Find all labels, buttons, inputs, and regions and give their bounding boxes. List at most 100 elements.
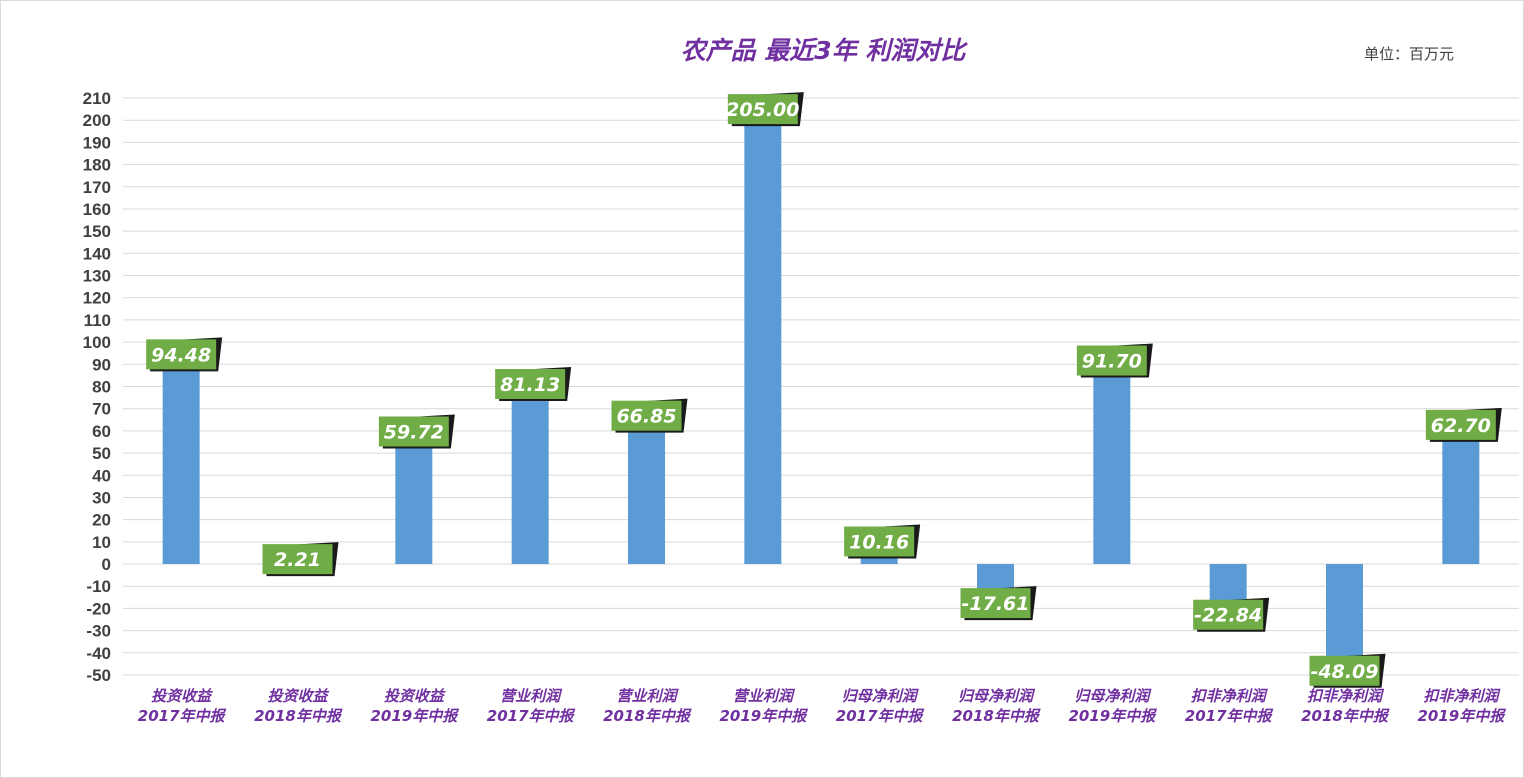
data-label-box bbox=[727, 94, 798, 125]
bar bbox=[162, 354, 200, 565]
y-tick-label: -30 bbox=[86, 622, 111, 641]
x-category-period: 2019年中报 bbox=[1417, 707, 1506, 725]
y-tick-label: 120 bbox=[83, 289, 111, 308]
data-label: -17.61 bbox=[960, 586, 1037, 621]
y-tick-label: 170 bbox=[83, 178, 111, 197]
data-label-text: 81.13 bbox=[500, 374, 560, 396]
x-category-label: 投资收益 bbox=[384, 687, 446, 705]
bar bbox=[511, 383, 549, 565]
x-category-period: 2017年中报 bbox=[487, 707, 576, 725]
y-tick-label: 0 bbox=[102, 555, 111, 574]
x-category-period: 2018年中报 bbox=[952, 707, 1041, 725]
y-tick-label: 210 bbox=[83, 89, 111, 108]
y-tick-label: -10 bbox=[86, 577, 111, 596]
x-category-label: 营业利润 bbox=[733, 687, 796, 705]
data-label-box bbox=[844, 526, 915, 557]
bar bbox=[1326, 564, 1363, 671]
y-tick-label: 90 bbox=[92, 355, 111, 374]
y-tick-label: -20 bbox=[86, 599, 111, 618]
data-label-text: 94.48 bbox=[151, 344, 211, 366]
unit-label: 单位：百万元 bbox=[1364, 45, 1454, 63]
y-tick-label: 180 bbox=[83, 156, 111, 175]
data-label-text: -17.61 bbox=[962, 593, 1030, 615]
y-tick-label: 40 bbox=[92, 466, 111, 485]
x-category-label: 扣非净利润 bbox=[1191, 687, 1269, 705]
x-category-period: 2019年中报 bbox=[370, 707, 459, 725]
y-tick-label: 150 bbox=[83, 222, 111, 241]
data-label-text: 66.85 bbox=[616, 406, 676, 428]
x-category-period: 2017年中报 bbox=[1185, 707, 1274, 725]
x-category-label: 扣非净利润 bbox=[1423, 687, 1501, 705]
x-category-period: 2019年中报 bbox=[719, 707, 808, 725]
x-category-period: 2017年中报 bbox=[138, 707, 227, 725]
y-tick-label: 130 bbox=[83, 267, 111, 286]
data-label: 62.70 bbox=[1425, 407, 1502, 442]
x-category-period: 2019年中报 bbox=[1068, 707, 1157, 725]
data-label-box bbox=[1193, 599, 1264, 630]
y-tick-label: 140 bbox=[83, 244, 111, 263]
data-label-box bbox=[262, 544, 333, 575]
x-category-label: 投资收益 bbox=[267, 687, 329, 705]
x-category-label: 扣非净利润 bbox=[1307, 687, 1385, 705]
y-tick-label: 100 bbox=[83, 333, 111, 352]
data-label-text: 59.72 bbox=[384, 422, 444, 444]
x-axis-categories: 投资收益2017年中报投资收益2018年中报投资收益2019年中报营业利润201… bbox=[138, 687, 1506, 725]
bar bbox=[1093, 360, 1131, 565]
data-label-box bbox=[1309, 655, 1380, 686]
data-label-text: -22.84 bbox=[1194, 605, 1262, 627]
chart-title: 农产品 最近3年 利润对比 bbox=[681, 36, 969, 65]
data-label-box bbox=[611, 400, 682, 431]
data-label-text: 205.00 bbox=[726, 99, 799, 121]
data-label: 205.00 bbox=[726, 92, 804, 127]
data-label-box bbox=[1076, 345, 1147, 376]
y-tick-label: 50 bbox=[92, 444, 111, 463]
data-label: 91.70 bbox=[1076, 343, 1153, 378]
data-label-box bbox=[1425, 409, 1496, 440]
data-label-box bbox=[960, 588, 1031, 619]
y-axis-ticks: -50 -40 -30 -20 -10 0 10 20 30 40 50 60 70 80 90 100 110… bbox=[83, 89, 111, 685]
data-label: -22.84 bbox=[1193, 597, 1270, 632]
bar bbox=[744, 109, 782, 565]
y-tick-label: 110 bbox=[84, 311, 111, 330]
y-tick-label: -50 bbox=[86, 666, 111, 685]
y-tick-label: -40 bbox=[86, 644, 111, 663]
x-category-label: 归母净利润 bbox=[958, 687, 1036, 705]
x-category-period: 2018年中报 bbox=[254, 707, 343, 725]
x-category-label: 投资收益 bbox=[151, 687, 213, 705]
data-label: 66.85 bbox=[611, 398, 688, 433]
data-label-box bbox=[378, 416, 449, 447]
x-category-label: 归母净利润 bbox=[1074, 687, 1152, 705]
data-label: -48.09 bbox=[1309, 653, 1386, 688]
y-tick-label: 160 bbox=[83, 200, 111, 219]
x-category-label: 营业利润 bbox=[616, 687, 679, 705]
data-label: 59.72 bbox=[378, 414, 455, 449]
x-category-period: 2018年中报 bbox=[1301, 707, 1390, 725]
data-label: 81.13 bbox=[495, 366, 572, 401]
y-tick-label: 10 bbox=[92, 533, 111, 552]
data-label-text: -48.09 bbox=[1311, 661, 1379, 683]
data-label: 10.16 bbox=[844, 524, 921, 559]
x-category-label: 营业利润 bbox=[500, 687, 563, 705]
y-tick-label: 80 bbox=[92, 378, 111, 397]
x-category-period: 2018年中报 bbox=[603, 707, 692, 725]
data-label-box bbox=[495, 368, 566, 399]
bar bbox=[628, 415, 665, 565]
data-label-text: 91.70 bbox=[1082, 351, 1142, 373]
data-label: 2.21 bbox=[262, 542, 339, 577]
data-label-box bbox=[146, 339, 217, 370]
x-category-period: 2017年中报 bbox=[836, 707, 925, 725]
bar bbox=[395, 431, 433, 565]
y-tick-label: 30 bbox=[92, 488, 111, 507]
data-labels: 94.48 2.21 59.72 81.13 66.85 205.00 10.16 -17.6… bbox=[146, 92, 1502, 688]
y-tick-label: 190 bbox=[83, 133, 111, 152]
bar bbox=[1442, 424, 1480, 565]
data-label-text: 2.21 bbox=[274, 549, 321, 571]
data-label: 94.48 bbox=[146, 337, 223, 372]
data-label-text: 10.16 bbox=[849, 531, 909, 553]
y-tick-label: 200 bbox=[83, 111, 111, 130]
y-tick-label: 70 bbox=[92, 400, 111, 419]
x-category-label: 归母净利润 bbox=[842, 687, 920, 705]
y-tick-label: 20 bbox=[92, 511, 111, 530]
